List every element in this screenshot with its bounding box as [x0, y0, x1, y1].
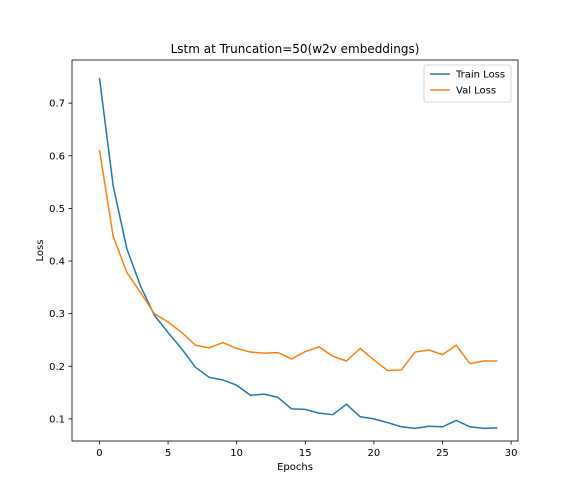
- axes-frame: [71, 59, 519, 442]
- x-tick-label: 20: [368, 448, 381, 459]
- x-tick-label: 15: [299, 448, 312, 459]
- y-axis: 0.1 0.2 0.3 0.4 0.5 0.6 0.7: [49, 99, 72, 425]
- chart-title: Lstm at Truncation=50(w2v embeddings): [171, 42, 420, 56]
- legend-label-val-loss: Val Loss: [456, 86, 496, 97]
- y-tick-label: 0.7: [49, 99, 65, 110]
- x-tick-label: 5: [165, 448, 171, 459]
- y-tick-label: 0.2: [49, 362, 65, 373]
- x-tick-label: 0: [96, 448, 102, 459]
- x-tick-label: 30: [505, 448, 518, 459]
- series-line-train-loss: [98, 77, 498, 430]
- y-tick-label: 0.3: [49, 309, 65, 320]
- x-axis: 0 5 10 15 20 25 30: [96, 441, 518, 459]
- plot-area: 0 5 10 15 20 25 30 0.1 0.2 0.3 0.4 0.5 0.6 0.7: [49, 59, 519, 459]
- series-line-val-loss: [98, 149, 498, 372]
- x-axis-label: Epochs: [277, 462, 313, 473]
- y-tick-label: 0.4: [49, 257, 65, 268]
- legend-label-train-loss: Train Loss: [455, 70, 505, 81]
- legend: Train Loss Val Loss: [423, 64, 512, 103]
- y-axis-label: Loss: [35, 240, 46, 262]
- x-tick-label: 10: [230, 448, 243, 459]
- y-tick-label: 0.5: [49, 204, 65, 215]
- y-tick-label: 0.6: [49, 151, 65, 162]
- y-tick-label: 0.1: [49, 414, 65, 425]
- x-tick-label: 25: [436, 448, 449, 459]
- series-layer: [98, 77, 498, 430]
